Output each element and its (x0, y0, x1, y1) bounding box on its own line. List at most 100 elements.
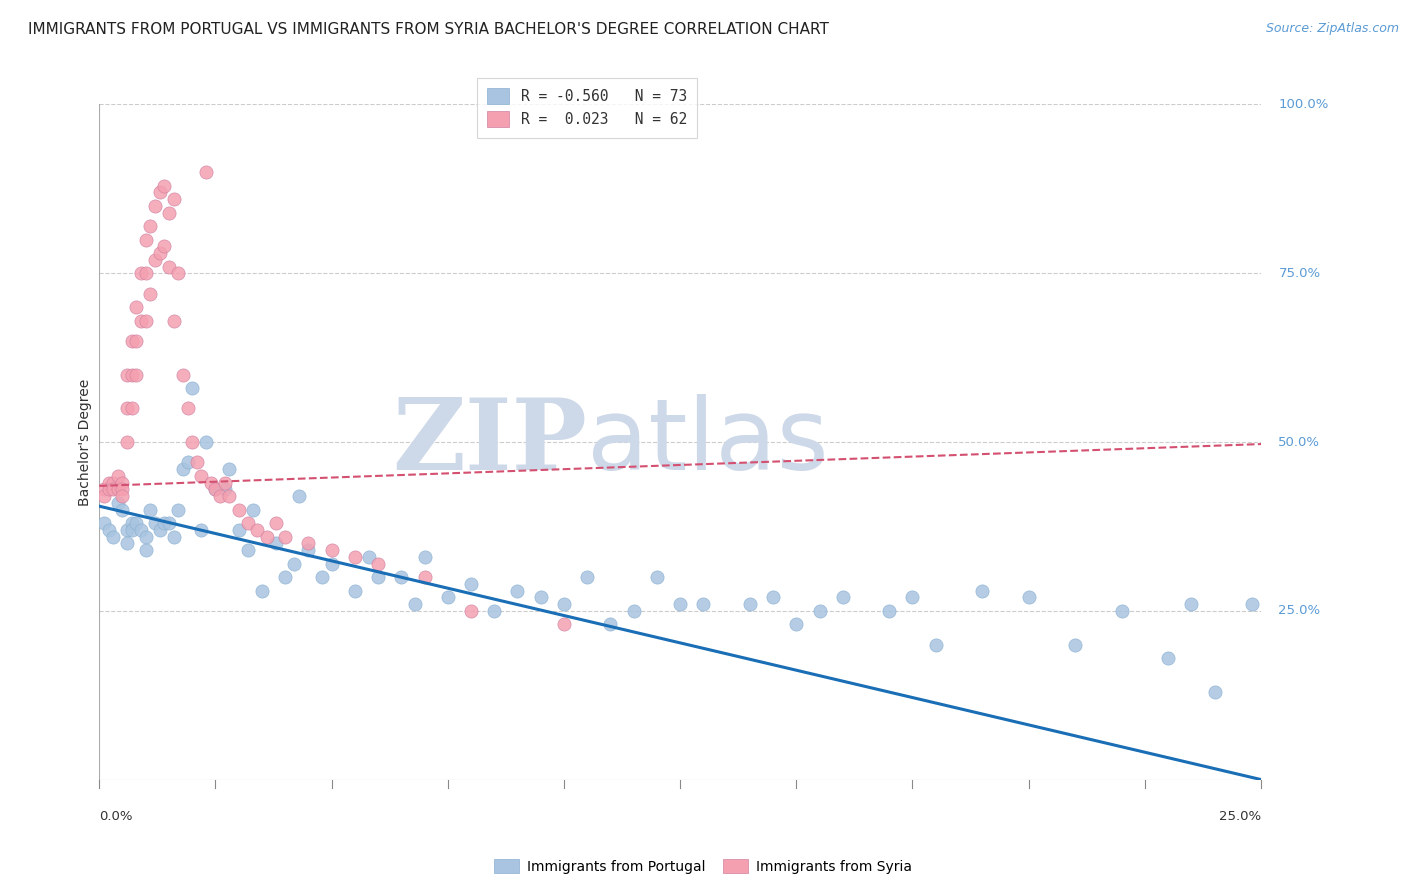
Point (236, 543, 259, 558)
Point (204, 483, 226, 497)
Point (214, 475, 236, 490)
Point (264, 516, 287, 530)
Point (135, 266, 157, 280)
Point (129, 313, 152, 327)
Point (599, 617, 621, 632)
Point (343, 549, 366, 564)
Point (135, 313, 157, 327)
Point (274, 570, 297, 584)
Point (218, 489, 240, 503)
Point (121, 368, 143, 382)
Point (167, 502, 190, 516)
Point (1180, 597, 1202, 611)
Point (181, 381, 204, 395)
Point (228, 523, 250, 537)
Point (1157, 651, 1180, 665)
Point (111, 483, 134, 497)
Point (436, 591, 458, 605)
Point (404, 597, 426, 611)
Point (413, 549, 436, 564)
Point (321, 543, 343, 558)
Text: atlas: atlas (588, 393, 828, 491)
Point (121, 334, 143, 348)
Point (107, 483, 129, 497)
Point (645, 570, 668, 584)
Point (506, 583, 529, 598)
Point (135, 530, 157, 544)
Legend: R = -0.560   N = 73, R =  0.023   N = 62: R = -0.560 N = 73, R = 0.023 N = 62 (477, 78, 697, 137)
Text: ZIP: ZIP (392, 393, 588, 491)
Point (176, 401, 198, 416)
Point (553, 597, 575, 611)
Point (143, 199, 166, 213)
Point (121, 401, 143, 416)
Point (143, 516, 166, 530)
Point (762, 591, 785, 605)
Point (97, 523, 120, 537)
Point (153, 516, 176, 530)
Point (93, 516, 115, 530)
Point (1111, 604, 1133, 618)
Point (218, 462, 240, 476)
Point (877, 604, 900, 618)
Point (101, 483, 124, 497)
Point (901, 591, 924, 605)
Point (236, 516, 259, 530)
Point (808, 604, 831, 618)
Point (172, 368, 194, 382)
Point (125, 368, 148, 382)
Point (135, 233, 157, 247)
Text: 25.0%: 25.0% (1219, 810, 1261, 823)
Point (460, 576, 482, 591)
Point (389, 570, 412, 584)
Point (972, 583, 994, 598)
Point (115, 536, 138, 550)
Point (97, 475, 120, 490)
Point (321, 557, 343, 571)
Point (297, 543, 319, 558)
Point (115, 435, 138, 450)
Point (181, 435, 204, 450)
Point (121, 523, 143, 537)
Text: IMMIGRANTS FROM PORTUGAL VS IMMIGRANTS FROM SYRIA BACHELOR'S DEGREE CORRELATION : IMMIGRANTS FROM PORTUGAL VS IMMIGRANTS F… (28, 22, 830, 37)
Point (93, 483, 115, 497)
Point (357, 549, 380, 564)
Point (1018, 591, 1040, 605)
Point (1064, 638, 1087, 652)
Point (139, 502, 162, 516)
Point (125, 516, 148, 530)
Point (692, 597, 714, 611)
Point (111, 502, 134, 516)
Point (288, 489, 311, 503)
Point (190, 523, 212, 537)
Point (195, 165, 218, 179)
Point (530, 591, 553, 605)
Point (101, 475, 124, 490)
Point (143, 252, 166, 267)
Point (176, 455, 198, 469)
Point (925, 638, 948, 652)
Text: 100.0%: 100.0% (1278, 98, 1329, 111)
Text: 0.0%: 0.0% (100, 810, 132, 823)
Point (125, 334, 148, 348)
Point (121, 516, 143, 530)
Point (111, 489, 134, 503)
Y-axis label: Bachelor's Degree: Bachelor's Degree (79, 378, 93, 506)
Point (149, 246, 172, 260)
Text: 75.0%: 75.0% (1278, 267, 1320, 280)
Point (101, 530, 124, 544)
Point (1240, 597, 1263, 611)
Point (139, 219, 162, 233)
Point (250, 583, 273, 598)
Point (157, 260, 180, 274)
Text: Source: ZipAtlas.com: Source: ZipAtlas.com (1265, 22, 1399, 36)
Point (149, 186, 172, 200)
Point (93, 489, 115, 503)
Point (214, 483, 236, 497)
Point (186, 455, 208, 469)
Point (228, 502, 250, 516)
Point (413, 570, 436, 584)
Point (167, 266, 190, 280)
Point (297, 536, 319, 550)
Point (669, 597, 692, 611)
